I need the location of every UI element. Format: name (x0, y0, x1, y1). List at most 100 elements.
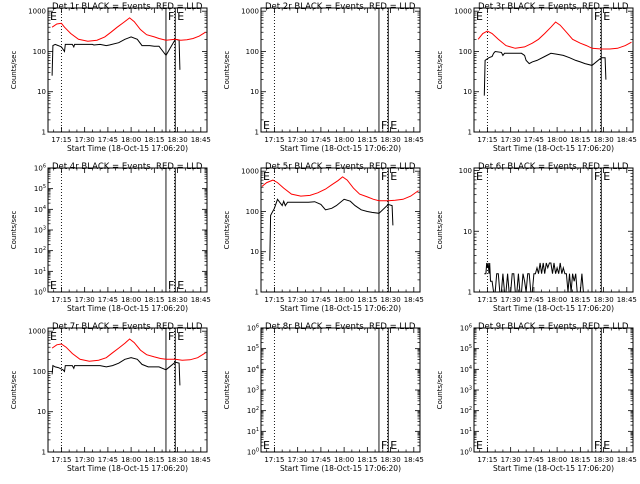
y-tick-label: 10 (37, 408, 46, 416)
y-tick-label: 106 (34, 164, 46, 173)
x-tick-label: 17:15 (264, 136, 284, 144)
x-tick-label: 18:45 (617, 296, 637, 304)
y-axis-label: Counts/sec (436, 211, 444, 250)
y-axis-label: Counts/sec (436, 371, 444, 410)
x-tick-label: 17:45 (98, 456, 118, 464)
x-tick-label: 18:45 (404, 456, 424, 464)
y-tick-label: 10 (250, 248, 259, 256)
x-tick-label: 18:15 (357, 456, 377, 464)
panel-det-3r: Det 3r BLACK = Events, RED = LLD 1 10 100 10… (436, 2, 637, 153)
panel-frame (47, 167, 208, 293)
x-tick-label: 18:15 (357, 296, 377, 304)
y-tick-label: 100 (34, 288, 46, 297)
y-axis-label: Counts/sec (10, 211, 18, 250)
y-tick-label: 104 (247, 365, 259, 374)
x-tick-label: 17:45 (311, 296, 331, 304)
panel-frame (473, 327, 634, 453)
y-tick-label: 1 (42, 129, 46, 137)
flag-letter-e: E (177, 279, 184, 292)
y-tick-label: 100 (459, 167, 472, 175)
x-tick-label: 18:00 (334, 136, 354, 144)
flag-letter-e-left: E (263, 439, 270, 452)
y-axis-label: Counts/sec (223, 51, 231, 90)
y-tick-label: 104 (460, 365, 472, 374)
y-tick-label: 1 (42, 449, 46, 457)
flag-letter-f: F (168, 330, 174, 343)
panel-frame (260, 167, 421, 293)
x-axis-label: Start Time (18-Oct-15 17:06:20) (67, 304, 188, 313)
y-tick-label: 102 (34, 246, 46, 255)
panel-frame (260, 7, 421, 133)
x-tick-label: 18:15 (144, 456, 164, 464)
series-lld-line (51, 17, 206, 42)
x-tick-label: 18:00 (547, 136, 567, 144)
panel-frame (473, 167, 634, 293)
flag-letter-e: E (177, 10, 184, 23)
y-tick-label: 1000 (241, 168, 259, 176)
y-tick-label: 103 (34, 226, 46, 235)
series-events-line (483, 50, 607, 96)
flag-letter-e-left: E (50, 279, 57, 292)
panel-title: Det 2r BLACK = Events, RED = LLD (265, 2, 416, 12)
x-tick-label: 18:45 (191, 456, 211, 464)
x-tick-label: 17:15 (51, 136, 71, 144)
x-tick-label: 17:30 (75, 296, 95, 304)
x-tick-label: 18:00 (121, 136, 141, 144)
x-tick-label: 17:45 (524, 296, 544, 304)
series-lld-line (261, 176, 419, 202)
y-tick-label: 105 (34, 184, 46, 193)
x-tick-label: 18:00 (547, 296, 567, 304)
x-tick-label: 18:30 (380, 296, 400, 304)
x-tick-label: 17:30 (288, 136, 308, 144)
y-tick-label: 101 (247, 427, 259, 436)
x-tick-label: 18:30 (593, 456, 613, 464)
flag-letter-f: F (381, 170, 387, 183)
y-axis-label: Counts/sec (10, 371, 18, 410)
x-tick-label: 18:45 (191, 136, 211, 144)
panel-title: Det 5r BLACK = Events, RED = LLD (265, 162, 416, 172)
y-tick-label: 101 (460, 427, 472, 436)
x-axis-label: Start Time (18-Oct-15 17:06:20) (280, 464, 401, 473)
x-tick-label: 18:00 (121, 296, 141, 304)
x-tick-label: 18:15 (357, 136, 377, 144)
flag-letter-f: F (594, 439, 600, 452)
x-tick-label: 17:30 (501, 456, 521, 464)
flag-letter-f: F (594, 10, 600, 23)
x-tick-label: 17:30 (75, 136, 95, 144)
panel-title: Det 6r BLACK = Events, RED = LLD (478, 162, 629, 172)
x-tick-label: 17:30 (75, 456, 95, 464)
flag-letter-f: F (381, 439, 387, 452)
x-tick-label: 17:15 (264, 456, 284, 464)
panel-det-1r: Det 1r BLACK = Events, RED = LLD 1 10 100 10… (10, 2, 211, 153)
panel-title: Det 3r BLACK = Events, RED = LLD (478, 2, 629, 12)
y-tick-label: 101 (34, 267, 46, 276)
series-lld-line (477, 21, 632, 50)
y-tick-label: 100 (460, 448, 472, 457)
series-events-line (269, 198, 394, 261)
panel-det-4r: Det 4r BLACK = Events, RED = LLD 100 101 10… (10, 162, 211, 313)
x-tick-label: 18:15 (570, 136, 590, 144)
flag-letter-e-left: E (263, 119, 270, 132)
flag-letter-f: F (594, 170, 600, 183)
panel-title: Det 8r BLACK = Events, RED = LLD (265, 322, 416, 332)
panel-det-6r: Det 6r BLACK = Events, RED = LLD 1 10 100 17… (436, 162, 637, 313)
panel-title: Det 4r BLACK = Events, RED = LLD (52, 162, 203, 172)
y-axis-label: Counts/sec (223, 211, 231, 250)
y-tick-label: 100 (33, 368, 46, 376)
x-tick-label: 18:45 (617, 136, 637, 144)
x-tick-label: 18:45 (191, 296, 211, 304)
flag-letter-e-left: E (50, 330, 57, 343)
y-tick-label: 100 (33, 48, 46, 56)
x-tick-label: 18:15 (144, 296, 164, 304)
panel-frame (473, 7, 634, 133)
x-tick-label: 18:45 (404, 136, 424, 144)
flag-letter-e: E (603, 439, 610, 452)
x-tick-label: 17:30 (501, 136, 521, 144)
x-tick-label: 17:30 (288, 296, 308, 304)
series-events-line (51, 357, 181, 386)
x-tick-label: 18:45 (404, 296, 424, 304)
panel-title: Det 9r BLACK = Events, RED = LLD (478, 322, 629, 332)
x-tick-label: 18:15 (570, 296, 590, 304)
series-events-line (51, 36, 181, 76)
x-tick-label: 17:15 (477, 136, 497, 144)
